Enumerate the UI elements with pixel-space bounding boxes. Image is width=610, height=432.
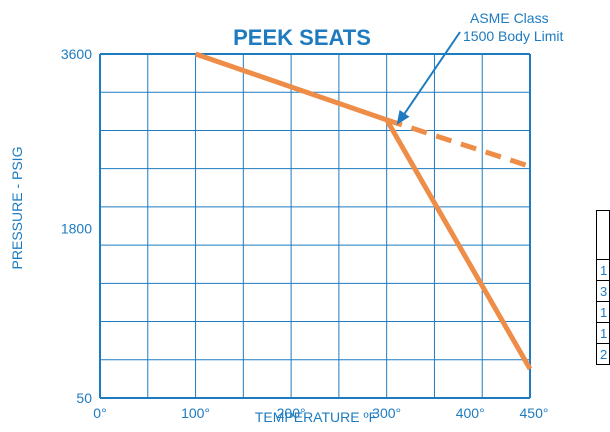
- side-table: 1 3 1 1 2: [596, 210, 610, 365]
- x-tick-label: 100°: [181, 405, 210, 421]
- y-tick-label: 1800: [61, 220, 92, 236]
- y-tick-label: 3600: [61, 46, 92, 62]
- side-table-cell: 1: [596, 301, 610, 323]
- x-tick-label: 300°: [372, 405, 401, 421]
- x-tick-label: 0°: [93, 405, 106, 421]
- side-table-row: 1: [596, 301, 610, 323]
- annotation-line-2: 1500 Body Limit: [463, 28, 564, 44]
- series-group: [194, 51, 533, 371]
- side-table-row: 2: [596, 343, 610, 365]
- side-table-cell: 2: [596, 343, 610, 365]
- y-axis-label: PRESSURE - PSIG: [9, 147, 25, 270]
- side-table-row: 3: [596, 280, 610, 302]
- arrow-head: [396, 109, 410, 125]
- arrow-shaft: [402, 31, 461, 116]
- x-tick-label: 450°: [520, 405, 549, 421]
- x-tick-label: 200°: [277, 405, 306, 421]
- grid: [99, 53, 531, 399]
- x-tick-label: 400°: [456, 405, 485, 421]
- annotation-line-1: ASME Class: [470, 10, 549, 26]
- side-table-cell: [596, 210, 610, 260]
- annotation-arrow: [396, 31, 461, 125]
- side-table-row: 1: [596, 259, 610, 281]
- side-table-cell: 3: [596, 280, 610, 302]
- y-tick-label: 50: [76, 390, 92, 406]
- x-axis-label: TEMPERATURE ºF: [255, 409, 377, 425]
- side-table-cell: 1: [596, 322, 610, 344]
- side-table-row: 1: [596, 322, 610, 344]
- side-table-cell: 1: [596, 259, 610, 281]
- side-table-header-row: [596, 210, 610, 260]
- chart-title: PEEK SEATS: [233, 25, 371, 50]
